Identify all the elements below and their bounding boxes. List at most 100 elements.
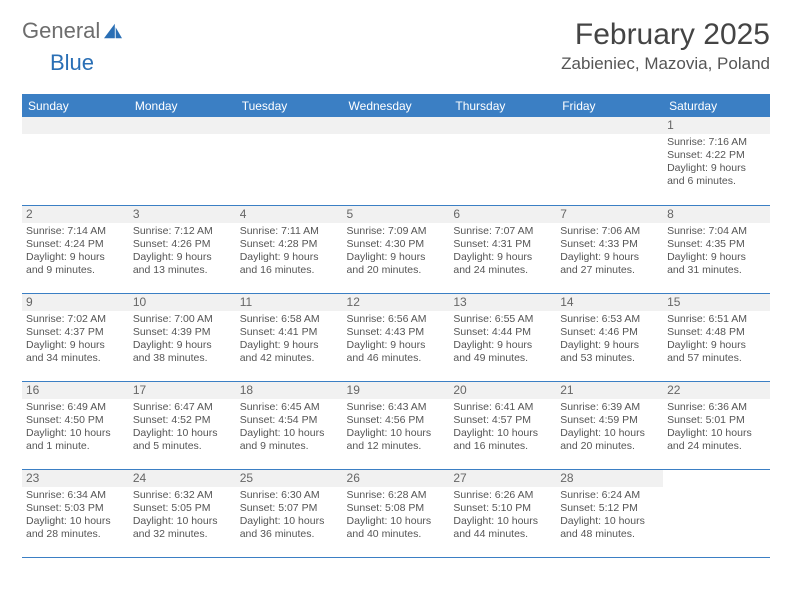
sail-icon xyxy=(102,22,124,40)
sunrise-text: Sunrise: 6:49 AM xyxy=(26,401,125,414)
day-number: 11 xyxy=(236,294,343,311)
sunrise-text: Sunrise: 7:07 AM xyxy=(453,225,552,238)
day-number: 18 xyxy=(236,382,343,399)
sunrise-text: Sunrise: 6:58 AM xyxy=(240,313,339,326)
day-number: 17 xyxy=(129,382,236,399)
calendar-body: 1 Sunrise: 7:16 AMSunset: 4:22 PM Daylight… xyxy=(22,117,770,557)
empty-cell xyxy=(663,469,770,557)
day-cell: 21Sunrise: 6:39 AMSunset: 4:59 PMDayligh… xyxy=(556,381,663,469)
sunrise-text: Sunrise: 6:28 AM xyxy=(347,489,446,502)
day-cell: 15Sunrise: 6:51 AMSunset: 4:48 PMDayligh… xyxy=(663,293,770,381)
sunset-text: Sunset: 4:50 PM xyxy=(26,414,125,427)
sunset-text: Sunset: 4:59 PM xyxy=(560,414,659,427)
day-number: 1 xyxy=(663,117,770,134)
sunset-text: Sunset: 4:43 PM xyxy=(347,326,446,339)
day-number: 26 xyxy=(343,470,450,487)
day-header-row: Sunday Monday Tuesday Wednesday Thursday… xyxy=(22,95,770,117)
day-number: 3 xyxy=(129,206,236,223)
daylight-text: Daylight: 10 hours and 44 minutes. xyxy=(453,515,552,541)
day-number: 6 xyxy=(449,206,556,223)
col-monday: Monday xyxy=(129,95,236,117)
daylight-text: Daylight: 10 hours and 24 minutes. xyxy=(667,427,766,453)
day-number: 15 xyxy=(663,294,770,311)
daylight-text: Daylight: 10 hours and 12 minutes. xyxy=(347,427,446,453)
empty-daynum xyxy=(22,117,129,134)
day-number: 13 xyxy=(449,294,556,311)
daylight-text: Daylight: 10 hours and 9 minutes. xyxy=(240,427,339,453)
page-title: February 2025 xyxy=(561,18,770,52)
day-cell: 2Sunrise: 7:14 AMSunset: 4:24 PMDaylight… xyxy=(22,205,129,293)
daylight-text: Daylight: 9 hours and 38 minutes. xyxy=(133,339,232,365)
sunset-text: Sunset: 4:22 PM xyxy=(667,149,766,162)
day-cell: 1Sunrise: 7:16 AMSunset: 4:22 PMDaylight… xyxy=(663,117,770,205)
day-number: 12 xyxy=(343,294,450,311)
sunset-text: Sunset: 4:28 PM xyxy=(240,238,339,251)
day-number: 4 xyxy=(236,206,343,223)
day-cell: 14Sunrise: 6:53 AMSunset: 4:46 PMDayligh… xyxy=(556,293,663,381)
empty-daynum xyxy=(343,117,450,134)
day-number: 28 xyxy=(556,470,663,487)
day-cell: 22Sunrise: 6:36 AMSunset: 5:01 PMDayligh… xyxy=(663,381,770,469)
day-cell: 13Sunrise: 6:55 AMSunset: 4:44 PMDayligh… xyxy=(449,293,556,381)
day-number: 25 xyxy=(236,470,343,487)
col-thursday: Thursday xyxy=(449,95,556,117)
sunrise-text: Sunrise: 7:04 AM xyxy=(667,225,766,238)
empty-cell xyxy=(343,117,450,205)
daylight-text: Daylight: 10 hours and 16 minutes. xyxy=(453,427,552,453)
sunset-text: Sunset: 5:05 PM xyxy=(133,502,232,515)
daylight-text: Daylight: 9 hours and 20 minutes. xyxy=(347,251,446,277)
col-saturday: Saturday xyxy=(663,95,770,117)
sunset-text: Sunset: 5:01 PM xyxy=(667,414,766,427)
sunrise-text: Sunrise: 7:16 AM xyxy=(667,136,766,149)
daylight-text: Daylight: 10 hours and 48 minutes. xyxy=(560,515,659,541)
day-cell: 25Sunrise: 6:30 AMSunset: 5:07 PMDayligh… xyxy=(236,469,343,557)
sunrise-text: Sunrise: 6:30 AM xyxy=(240,489,339,502)
sunrise-text: Sunrise: 6:32 AM xyxy=(133,489,232,502)
sunset-text: Sunset: 5:12 PM xyxy=(560,502,659,515)
day-cell: 27Sunrise: 6:26 AMSunset: 5:10 PMDayligh… xyxy=(449,469,556,557)
sunrise-text: Sunrise: 7:09 AM xyxy=(347,225,446,238)
daylight-text: Daylight: 10 hours and 28 minutes. xyxy=(26,515,125,541)
daylight-text: Daylight: 10 hours and 40 minutes. xyxy=(347,515,446,541)
day-cell: 9Sunrise: 7:02 AMSunset: 4:37 PMDaylight… xyxy=(22,293,129,381)
daylight-text: Daylight: 10 hours and 20 minutes. xyxy=(560,427,659,453)
sunrise-text: Sunrise: 6:34 AM xyxy=(26,489,125,502)
sunrise-text: Sunrise: 7:02 AM xyxy=(26,313,125,326)
sunset-text: Sunset: 4:54 PM xyxy=(240,414,339,427)
empty-cell xyxy=(22,117,129,205)
sunset-text: Sunset: 4:56 PM xyxy=(347,414,446,427)
sunrise-text: Sunrise: 6:56 AM xyxy=(347,313,446,326)
sunset-text: Sunset: 4:52 PM xyxy=(133,414,232,427)
daylight-text: Daylight: 9 hours and 49 minutes. xyxy=(453,339,552,365)
sunrise-text: Sunrise: 7:12 AM xyxy=(133,225,232,238)
col-friday: Friday xyxy=(556,95,663,117)
day-number: 8 xyxy=(663,206,770,223)
day-cell: 5Sunrise: 7:09 AMSunset: 4:30 PMDaylight… xyxy=(343,205,450,293)
sunrise-text: Sunrise: 6:36 AM xyxy=(667,401,766,414)
day-number: 20 xyxy=(449,382,556,399)
day-number: 2 xyxy=(22,206,129,223)
sunrise-text: Sunrise: 6:41 AM xyxy=(453,401,552,414)
day-cell: 7Sunrise: 7:06 AMSunset: 4:33 PMDaylight… xyxy=(556,205,663,293)
sunrise-text: Sunrise: 6:39 AM xyxy=(560,401,659,414)
daylight-text: Daylight: 9 hours and 13 minutes. xyxy=(133,251,232,277)
day-number: 24 xyxy=(129,470,236,487)
col-wednesday: Wednesday xyxy=(343,95,450,117)
day-number: 27 xyxy=(449,470,556,487)
sunset-text: Sunset: 4:30 PM xyxy=(347,238,446,251)
sunset-text: Sunset: 4:44 PM xyxy=(453,326,552,339)
calendar-week-row: 1Sunrise: 7:16 AMSunset: 4:22 PMDaylight… xyxy=(22,117,770,205)
day-cell: 26Sunrise: 6:28 AMSunset: 5:08 PMDayligh… xyxy=(343,469,450,557)
day-number: 16 xyxy=(22,382,129,399)
daylight-text: Daylight: 10 hours and 1 minute. xyxy=(26,427,125,453)
sunrise-text: Sunrise: 6:45 AM xyxy=(240,401,339,414)
day-cell: 18 Sunrise: 6:45 AMSunset: 4:54 PMDayligh… xyxy=(236,381,343,469)
sunrise-text: Sunrise: 6:47 AM xyxy=(133,401,232,414)
sunset-text: Sunset: 4:26 PM xyxy=(133,238,232,251)
sunrise-text: Sunrise: 6:53 AM xyxy=(560,313,659,326)
sunrise-text: Sunrise: 7:00 AM xyxy=(133,313,232,326)
sunset-text: Sunset: 4:41 PM xyxy=(240,326,339,339)
empty-daynum xyxy=(556,117,663,134)
day-cell: 23Sunrise: 6:34 AMSunset: 5:03 PMDayligh… xyxy=(22,469,129,557)
day-cell: 8Sunrise: 7:04 AMSunset: 4:35 PMDaylight… xyxy=(663,205,770,293)
